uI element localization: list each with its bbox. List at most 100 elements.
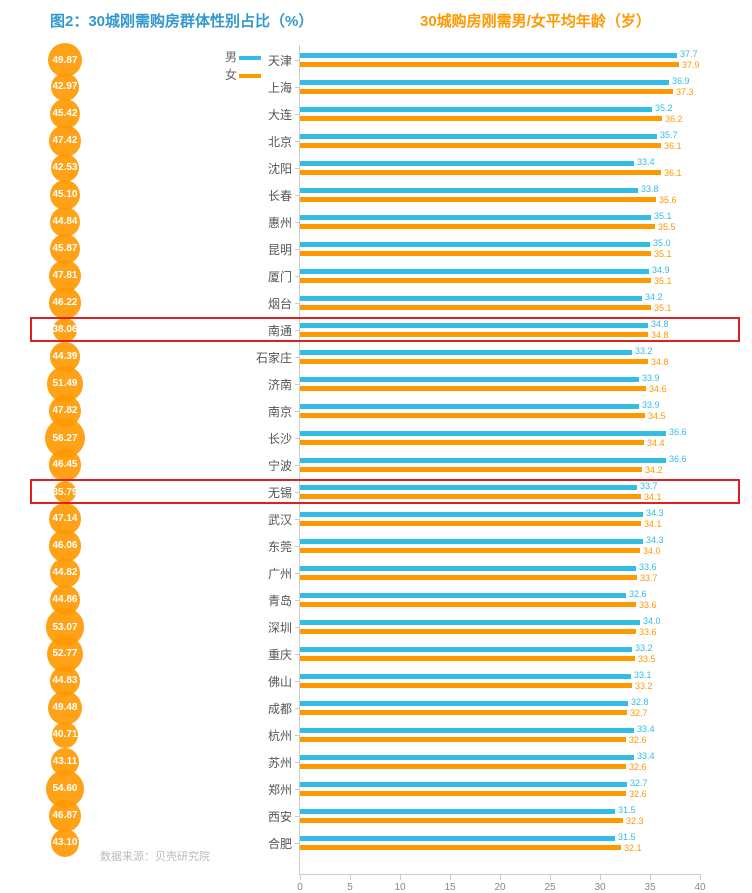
bar-male <box>300 134 657 139</box>
bar-female <box>300 737 626 742</box>
value-male: 35.1 <box>654 211 672 221</box>
bar-female <box>300 143 661 148</box>
y-tick <box>295 141 300 142</box>
value-male: 36.6 <box>669 454 687 464</box>
bar-female <box>300 521 641 526</box>
bar-female <box>300 845 621 850</box>
x-tick-label: 20 <box>494 882 505 893</box>
bubble: 46.87 <box>49 800 81 832</box>
city-label: 郑州 <box>242 781 292 798</box>
bar-male <box>300 377 639 382</box>
bubble: 45.10 <box>50 180 80 210</box>
value-female: 34.8 <box>651 357 669 367</box>
x-tick <box>550 874 551 880</box>
bar-male <box>300 539 643 544</box>
value-female: 33.2 <box>635 681 653 691</box>
bar-male <box>300 350 632 355</box>
value-female: 32.7 <box>630 708 648 718</box>
bar-female <box>300 656 635 661</box>
y-tick <box>295 816 300 817</box>
value-female: 34.4 <box>647 438 665 448</box>
y-tick <box>295 168 300 169</box>
bar-male <box>300 269 649 274</box>
value-female: 35.6 <box>659 195 677 205</box>
bar-female <box>300 548 640 553</box>
city-label: 重庆 <box>242 646 292 663</box>
value-male: 34.0 <box>643 616 661 626</box>
city-label: 天津 <box>242 52 292 69</box>
value-male: 34.3 <box>646 535 664 545</box>
bubble: 46.45 <box>49 449 80 480</box>
bar-male <box>300 458 666 463</box>
y-tick <box>295 465 300 466</box>
y-tick <box>295 627 300 628</box>
bar-male <box>300 53 677 58</box>
value-male: 34.9 <box>652 265 670 275</box>
bar-female <box>300 764 626 769</box>
bar-female <box>300 170 661 175</box>
value-male: 33.9 <box>642 400 660 410</box>
bar-male <box>300 107 652 112</box>
bar-female <box>300 710 627 715</box>
value-female: 35.1 <box>654 249 672 259</box>
city-label: 大连 <box>242 106 292 123</box>
value-male: 35.7 <box>660 130 678 140</box>
y-tick <box>295 519 300 520</box>
y-tick <box>295 654 300 655</box>
x-tick <box>400 874 401 880</box>
x-tick-label: 25 <box>544 882 555 893</box>
value-female: 33.7 <box>640 573 658 583</box>
bar-female <box>300 278 651 283</box>
bubble: 47.42 <box>49 125 81 157</box>
bar-female <box>300 440 644 445</box>
value-female: 32.1 <box>624 843 642 853</box>
bar-female <box>300 791 626 796</box>
y-tick <box>295 789 300 790</box>
x-tick-label: 10 <box>394 882 405 893</box>
bar-female <box>300 602 636 607</box>
value-female: 36.1 <box>664 168 682 178</box>
value-female: 34.1 <box>644 519 662 529</box>
value-male: 36.6 <box>669 427 687 437</box>
highlight-box <box>30 317 740 342</box>
value-female: 34.2 <box>645 465 663 475</box>
value-female: 34.6 <box>649 384 667 394</box>
city-label: 深圳 <box>242 619 292 636</box>
title-left: 图2：30城刚需购房群体性别占比（%） <box>50 10 313 31</box>
bar-male <box>300 215 651 220</box>
y-tick <box>295 384 300 385</box>
city-label: 长沙 <box>242 430 292 447</box>
bar-female <box>300 818 623 823</box>
x-tick-label: 0 <box>297 882 303 893</box>
value-female: 33.5 <box>638 654 656 664</box>
x-tick <box>700 874 701 880</box>
value-male: 33.6 <box>639 562 657 572</box>
city-label: 沈阳 <box>242 160 292 177</box>
bar-female <box>300 629 636 634</box>
city-label: 广州 <box>242 565 292 582</box>
value-male: 33.1 <box>634 670 652 680</box>
bubble: 49.48 <box>48 691 82 725</box>
city-label: 东莞 <box>242 538 292 555</box>
bubble: 46.22 <box>49 287 80 318</box>
value-male: 31.5 <box>618 805 636 815</box>
bar-female <box>300 89 673 94</box>
bar-female <box>300 251 651 256</box>
bar-female <box>300 467 642 472</box>
bar-female <box>300 62 679 67</box>
bubble: 42.97 <box>51 73 79 101</box>
value-male: 34.3 <box>646 508 664 518</box>
bar-male <box>300 701 628 706</box>
y-tick <box>295 114 300 115</box>
value-male: 35.2 <box>655 103 673 113</box>
value-female: 34.0 <box>643 546 661 556</box>
bar-male <box>300 404 639 409</box>
value-female: 35.5 <box>658 222 676 232</box>
bar-male <box>300 647 632 652</box>
city-label: 西安 <box>242 808 292 825</box>
bar-male <box>300 161 634 166</box>
city-label: 南京 <box>242 403 292 420</box>
bar-male <box>300 242 650 247</box>
city-label: 烟台 <box>242 295 292 312</box>
bar-female <box>300 413 645 418</box>
